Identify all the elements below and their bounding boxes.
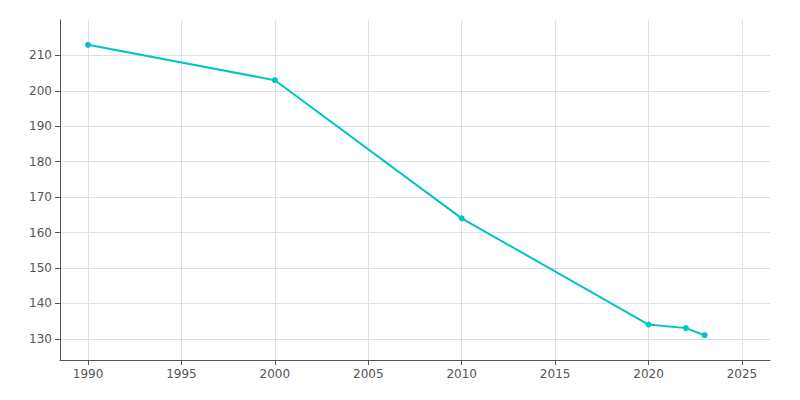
svg-text:2020: 2020 (633, 367, 664, 381)
svg-text:210: 210 (29, 48, 52, 62)
svg-text:170: 170 (29, 190, 52, 204)
svg-text:200: 200 (29, 84, 52, 98)
svg-text:190: 190 (29, 119, 52, 133)
svg-text:2025: 2025 (727, 367, 758, 381)
svg-text:1995: 1995 (166, 367, 197, 381)
svg-text:2015: 2015 (540, 367, 571, 381)
svg-text:2005: 2005 (353, 367, 384, 381)
svg-text:1990: 1990 (73, 367, 104, 381)
svg-text:2000: 2000 (260, 367, 291, 381)
svg-text:160: 160 (29, 226, 52, 240)
svg-text:150: 150 (29, 261, 52, 275)
svg-text:130: 130 (29, 332, 52, 346)
svg-text:180: 180 (29, 155, 52, 169)
svg-text:2010: 2010 (446, 367, 477, 381)
svg-text:140: 140 (29, 296, 52, 310)
